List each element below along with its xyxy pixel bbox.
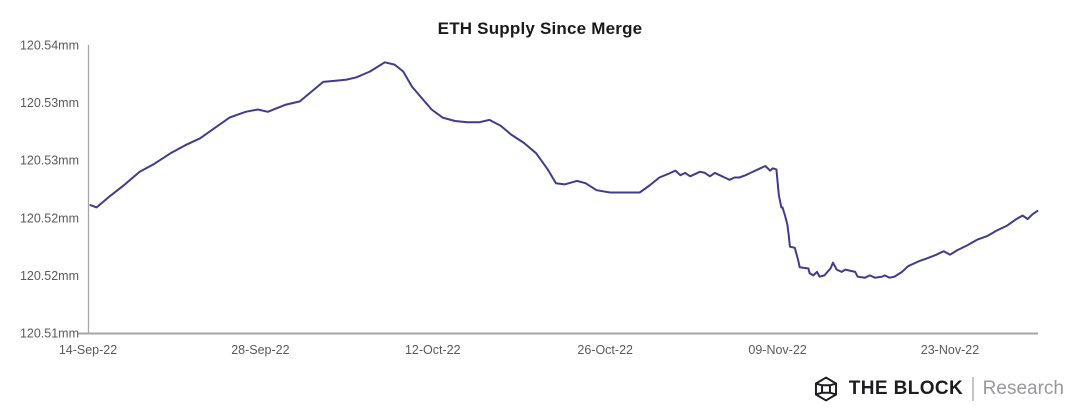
x-tick-label: 23-Nov-22 bbox=[921, 343, 979, 357]
brand-name: THE BLOCK bbox=[848, 378, 964, 399]
y-tick-label: 120.53mm bbox=[20, 154, 79, 168]
y-tick-label: 120.52mm bbox=[20, 269, 79, 283]
eth-supply-series-line bbox=[89, 61, 1039, 279]
x-tick-label: 14-Sep-22 bbox=[59, 343, 117, 357]
y-tick-label: 120.53mm bbox=[20, 96, 79, 110]
x-tick-label: 12-Oct-22 bbox=[405, 343, 461, 357]
x-tick-label: 28-Sep-22 bbox=[231, 343, 289, 357]
y-tick-label: 120.54mm bbox=[20, 39, 79, 53]
y-tick-label: 120.52mm bbox=[20, 211, 79, 225]
the-block-logo-icon bbox=[814, 376, 837, 402]
y-tick-label: 120.51mm bbox=[20, 327, 79, 341]
brand-suffix: Research bbox=[982, 378, 1064, 399]
chart-title: ETH Supply Since Merge bbox=[437, 19, 643, 38]
brand-footer: THE BLOCK Research bbox=[812, 375, 1064, 403]
brand-divider bbox=[972, 377, 974, 401]
x-tick-label: 09-Nov-22 bbox=[748, 343, 806, 357]
x-tick-label: 26-Oct-22 bbox=[577, 343, 633, 357]
